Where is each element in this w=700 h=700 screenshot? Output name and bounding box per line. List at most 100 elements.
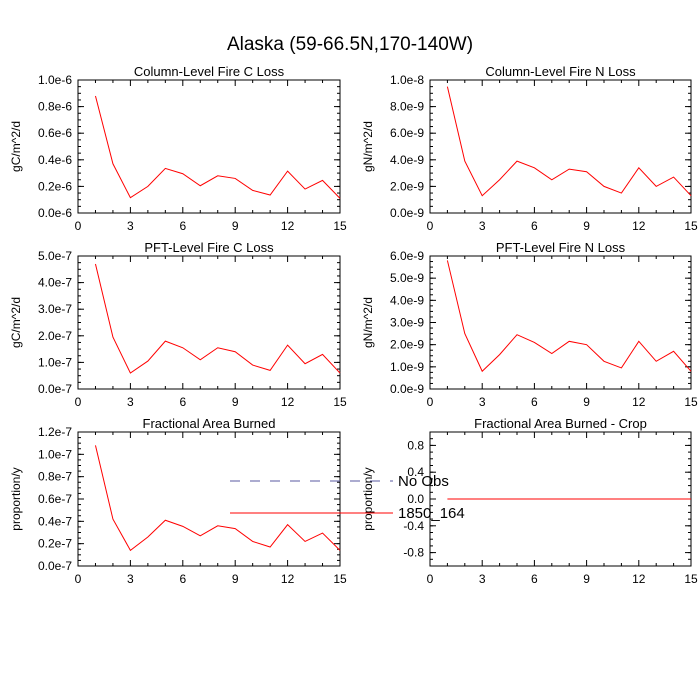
x-tick-label: 0: [427, 219, 434, 233]
x-tick-label: 0: [427, 572, 434, 586]
y-tick-label: -0.8: [403, 546, 424, 560]
plot-frame: [429, 255, 692, 390]
y-tick-label: 1.0e-7: [38, 447, 72, 461]
x-tick-label: 15: [333, 572, 347, 586]
x-tick-label: 15: [684, 219, 698, 233]
plot-frame: [77, 79, 341, 214]
y-tick-label: 5.0e-7: [38, 249, 72, 263]
y-tick-label: 0.0e-6: [38, 206, 72, 220]
x-tick-label: 9: [583, 219, 590, 233]
x-tick-label: 9: [232, 395, 239, 409]
x-tick-label: 9: [232, 219, 239, 233]
y-axis-label: gN/m^2/d: [361, 121, 375, 172]
panel-title: PFT-Level Fire C Loss: [144, 240, 274, 255]
x-tick-label: 0: [427, 395, 434, 409]
x-tick-label: 6: [179, 572, 186, 586]
y-tick-label: 1.0e-6: [38, 73, 72, 87]
series-line-1850_164: [446, 260, 692, 373]
panel-title: PFT-Level Fire N Loss: [496, 240, 626, 255]
plot-frame: [77, 255, 341, 390]
y-tick-label: 0.8e-6: [38, 100, 72, 114]
x-tick-label: 6: [531, 395, 538, 409]
panel-title: Fractional Area Burned - Crop: [474, 416, 647, 431]
y-axis-label: proportion/y: [361, 467, 375, 530]
y-axis-label: proportion/y: [9, 467, 23, 530]
legend-label-1850-164: 1850_164: [398, 505, 465, 522]
y-tick-label: 0.4: [407, 465, 424, 479]
y-axis-label: gN/m^2/d: [361, 297, 375, 348]
x-tick-label: 3: [127, 395, 134, 409]
y-tick-label: 0.2e-7: [38, 537, 72, 551]
y-tick-label: 0.6e-7: [38, 492, 72, 506]
panel-title: Column-Level Fire N Loss: [485, 64, 636, 79]
x-tick-label: 15: [684, 572, 698, 586]
y-tick-label: 4.0e-9: [390, 153, 424, 167]
x-tick-label: 3: [479, 219, 486, 233]
x-tick-label: 12: [632, 395, 646, 409]
x-tick-label: 15: [684, 395, 698, 409]
y-tick-label: 0.0e-7: [38, 559, 72, 573]
y-tick-label: 0.4e-7: [38, 514, 72, 528]
y-tick-label: 2.0e-9: [390, 179, 424, 193]
x-tick-label: 6: [179, 395, 186, 409]
x-tick-label: 3: [127, 219, 134, 233]
x-tick-label: 3: [479, 395, 486, 409]
chart-panel-3: PFT-Level Fire C Loss gC/m^2/d 0 3 6 9 12 15 0.0…: [9, 240, 347, 409]
x-tick-label: 6: [531, 219, 538, 233]
y-tick-label: 2.0e-7: [38, 329, 72, 343]
y-tick-label: 3.0e-7: [38, 302, 72, 316]
y-axis-label: gC/m^2/d: [9, 297, 23, 348]
x-tick-label: 3: [127, 572, 134, 586]
chart-panel-1: Column-Level Fire C Loss gC/m^2/d 0 3 6 9 12 15…: [9, 64, 347, 233]
x-tick-label: 12: [281, 395, 295, 409]
chart-panel-4: PFT-Level Fire N Loss gN/m^2/d 0 3 6 9 12 15 0.0…: [361, 240, 698, 409]
x-tick-label: 0: [75, 572, 82, 586]
y-tick-label: 6.0e-9: [390, 126, 424, 140]
y-tick-label: 0.4e-6: [38, 153, 72, 167]
x-tick-label: 12: [281, 572, 295, 586]
x-tick-label: 0: [75, 219, 82, 233]
series-line-1850_164: [446, 86, 692, 197]
x-tick-label: 9: [583, 572, 590, 586]
x-tick-label: 6: [531, 572, 538, 586]
chart-panel-2: Column-Level Fire N Loss gN/m^2/d 0 3 6 9 12 15…: [361, 64, 698, 233]
chart-panel-5: Fractional Area Burned proportion/y 0 3 6 9 12…: [9, 416, 347, 586]
y-tick-label: 3.0e-9: [390, 316, 424, 330]
legend-label-no-obs: No Obs: [398, 473, 449, 490]
x-tick-label: 3: [479, 572, 486, 586]
x-tick-label: 9: [232, 572, 239, 586]
y-tick-label: 0.0e-9: [390, 206, 424, 220]
y-tick-label: 1.0e-8: [390, 73, 424, 87]
y-tick-label: 6.0e-9: [390, 249, 424, 263]
plot-frame: [77, 431, 341, 567]
plot-frame: [429, 79, 692, 214]
x-tick-label: 0: [75, 395, 82, 409]
y-tick-label: 4.0e-7: [38, 276, 72, 290]
x-tick-label: 12: [632, 572, 646, 586]
series-line-1850_164: [94, 263, 341, 374]
y-tick-label: 0.8e-7: [38, 470, 72, 484]
x-tick-label: 12: [281, 219, 295, 233]
x-tick-label: 15: [333, 395, 347, 409]
y-tick-label: 5.0e-9: [390, 271, 424, 285]
y-tick-label: 8.0e-9: [390, 100, 424, 114]
y-tick-label: 2.0e-9: [390, 338, 424, 352]
y-tick-label: 0.8: [407, 438, 424, 452]
y-tick-label: 0.2e-6: [38, 179, 72, 193]
x-tick-label: 12: [632, 219, 646, 233]
y-tick-label: 0.0: [407, 492, 424, 506]
legend: No Obs 1850_164: [230, 473, 465, 522]
y-tick-label: 1.0e-9: [390, 360, 424, 374]
y-tick-label: -0.4: [403, 519, 424, 533]
series-line-1850_164: [94, 95, 341, 199]
x-tick-label: 6: [179, 219, 186, 233]
chart-panel-6: Fractional Area Burned - Crop proportion/…: [361, 416, 698, 586]
y-tick-label: 1.2e-7: [38, 425, 72, 439]
y-tick-label: 0.0e-7: [38, 382, 72, 396]
panel-title: Column-Level Fire C Loss: [134, 64, 285, 79]
x-tick-label: 9: [583, 395, 590, 409]
series-line-1850_164: [94, 445, 341, 552]
y-tick-label: 1.0e-7: [38, 355, 72, 369]
figure-title: Alaska (59-66.5N,170-140W): [227, 34, 473, 55]
